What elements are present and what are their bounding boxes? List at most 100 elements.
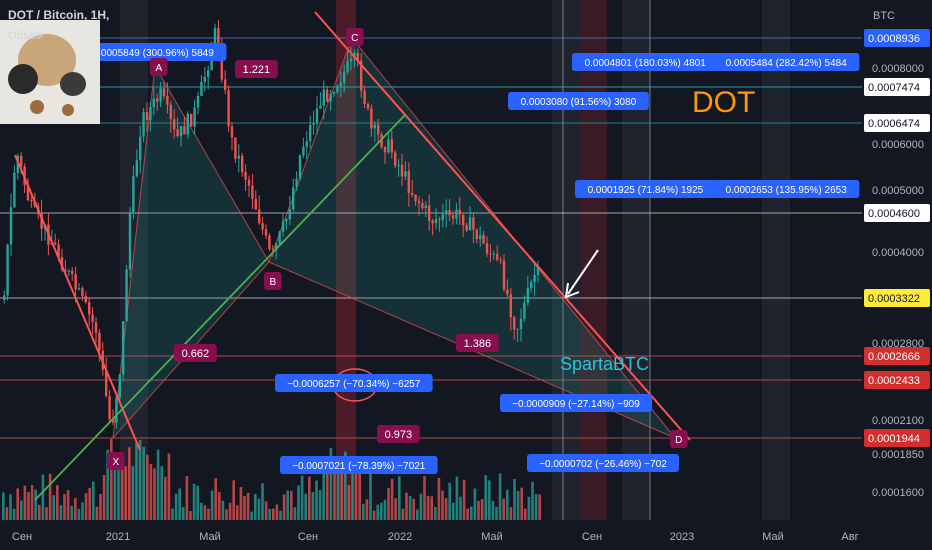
time-zone-shade xyxy=(580,0,607,520)
candle-body xyxy=(458,209,461,215)
price-tag-bg xyxy=(864,289,930,307)
candle-body xyxy=(203,76,206,82)
volume-bar xyxy=(531,481,534,520)
volume-bar xyxy=(387,488,390,520)
candle-body xyxy=(343,71,346,83)
volume-bar xyxy=(66,490,70,520)
candle-body xyxy=(179,126,183,137)
measure-label-text: −0.0007021 (−78.39%) −7021 xyxy=(292,461,426,472)
price-tag-value: 0.0004600 xyxy=(868,208,920,220)
candle-body xyxy=(132,176,135,214)
candle-body xyxy=(380,134,383,148)
candle-body xyxy=(513,317,516,330)
candle-body xyxy=(71,270,74,275)
candle-body xyxy=(305,141,308,147)
volume-indicator-label[interactable]: Объём xyxy=(8,30,44,42)
volume-bar xyxy=(401,508,405,520)
volume-bar xyxy=(56,485,59,520)
candle-body xyxy=(332,92,336,94)
candle-body xyxy=(26,184,30,201)
candle-body xyxy=(363,90,366,104)
candle-body xyxy=(451,215,455,219)
symbol-title[interactable]: DOT / Bitcoin, 1H, xyxy=(8,8,110,22)
measure-label: 0.0002653 (135.95%) 2653 xyxy=(713,180,860,198)
volume-bar xyxy=(534,494,538,520)
measure-label: 0.0005849 (300.96%) 5849 xyxy=(80,43,227,61)
price-tag-bg xyxy=(864,371,930,389)
volume-bar xyxy=(185,476,189,520)
volume-bar xyxy=(459,496,462,520)
measure-label-bg xyxy=(80,43,227,61)
candle-body xyxy=(237,155,240,159)
volume-bar xyxy=(358,459,361,520)
price-tag: 0.0002666 xyxy=(864,347,930,365)
candle-body xyxy=(118,374,121,398)
volume-bar xyxy=(419,493,423,520)
volume-bar xyxy=(30,485,34,520)
candle-body xyxy=(20,155,23,167)
volume-bar xyxy=(390,478,394,520)
candle-body xyxy=(57,244,60,258)
volume-bar xyxy=(59,505,63,520)
candle-body xyxy=(190,113,193,127)
volume-bar xyxy=(297,485,300,520)
candle-body xyxy=(77,288,81,290)
pattern-triangle-xab xyxy=(113,66,269,438)
candle-body xyxy=(370,108,373,129)
candle-body xyxy=(193,107,196,127)
candle-body xyxy=(166,96,169,105)
volume-bar xyxy=(279,510,282,520)
volume-bar xyxy=(146,454,149,520)
volume-bar xyxy=(520,487,523,520)
volume-bar xyxy=(300,475,304,520)
candle-body xyxy=(448,210,451,216)
candle-body xyxy=(322,89,325,106)
pattern-point-d: D xyxy=(670,430,688,448)
volume-bar xyxy=(88,487,91,520)
volume-bar xyxy=(164,476,167,520)
volume-bar xyxy=(333,460,336,520)
volume-bar xyxy=(203,505,207,520)
price-tag-bg xyxy=(864,429,930,447)
volume-bar xyxy=(110,438,113,520)
candle-body xyxy=(108,395,111,420)
volume-bar xyxy=(9,494,12,520)
candle-body xyxy=(98,332,101,351)
candle-body xyxy=(465,225,468,231)
candle-body xyxy=(390,139,393,153)
candle-body xyxy=(312,123,315,125)
candle-body xyxy=(159,88,162,102)
measure-label-text: 0.0005849 (300.96%) 5849 xyxy=(93,48,215,59)
candle-body xyxy=(309,124,312,142)
candle-body xyxy=(472,217,475,230)
measure-label: −0.0007021 (−78.39%) −7021 xyxy=(280,456,438,474)
candle-body xyxy=(349,58,353,62)
pattern-point-x-bg xyxy=(107,452,125,470)
candle-body xyxy=(227,90,230,127)
volume-bar xyxy=(290,490,293,520)
volume-bar xyxy=(448,482,451,520)
candle-body xyxy=(84,295,87,303)
volume-bar xyxy=(272,508,275,520)
candle-body xyxy=(268,235,271,250)
volume-bar xyxy=(52,495,55,520)
candle-body xyxy=(30,200,33,202)
candle-body xyxy=(475,229,478,240)
volume-bar xyxy=(257,498,261,520)
volume-bar xyxy=(326,469,329,520)
candle-body xyxy=(417,201,421,204)
candle-body xyxy=(509,294,512,318)
volume-bar xyxy=(430,496,433,520)
trendline-support xyxy=(34,114,406,501)
volume-bar xyxy=(92,481,95,520)
price-tag: 0.0006474 xyxy=(864,114,930,132)
volume-bar xyxy=(221,500,225,520)
candle-body xyxy=(88,302,91,315)
candle-body xyxy=(421,203,424,209)
measure-label-bg xyxy=(280,456,438,474)
volume-bar xyxy=(372,510,376,520)
candle-body xyxy=(152,98,155,107)
ratio-label: 0.662 xyxy=(174,344,217,362)
volume-bar xyxy=(437,477,441,520)
